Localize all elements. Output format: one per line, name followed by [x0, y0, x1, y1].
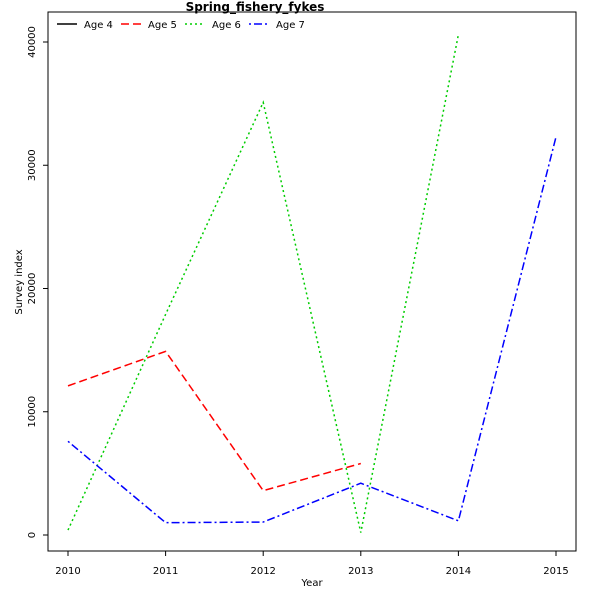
- legend: Age 4 Age 5 Age 6 Age 7: [57, 20, 305, 31]
- x-tick-label: 2014: [446, 566, 471, 577]
- x-tick-label: 2011: [153, 566, 178, 577]
- series-line-age-6: [67, 34, 460, 533]
- y-tick-label: 10000: [27, 396, 38, 428]
- legend-label: Age 5: [148, 20, 177, 31]
- series-line-age-5: [67, 350, 362, 492]
- x-axis-label: Year: [300, 578, 323, 589]
- x-tick-label: 2012: [250, 566, 275, 577]
- y-tick-label: 20000: [27, 273, 38, 305]
- y-axis: 0 10000 20000 30000 40000: [27, 26, 49, 538]
- series-line-age-7: [67, 136, 557, 524]
- series-layer: [67, 34, 557, 533]
- x-axis: 2010 2011 2012 2013 2014 2015: [55, 550, 569, 577]
- x-tick-label: 2013: [348, 566, 373, 577]
- plot-frame: [47, 11, 577, 552]
- y-tick-label: 0: [27, 532, 38, 538]
- chart-title: Spring_fishery_fykes: [186, 0, 325, 15]
- y-tick-label: 40000: [27, 26, 38, 58]
- y-axis-label: Survey index: [14, 249, 25, 314]
- x-tick-label: 2010: [55, 566, 80, 577]
- y-tick-label: 30000: [27, 149, 38, 181]
- x-tick-label: 2015: [543, 566, 568, 577]
- legend-label: Age 7: [276, 20, 305, 31]
- legend-label: Age 4: [84, 20, 113, 31]
- legend-label: Age 6: [212, 20, 241, 31]
